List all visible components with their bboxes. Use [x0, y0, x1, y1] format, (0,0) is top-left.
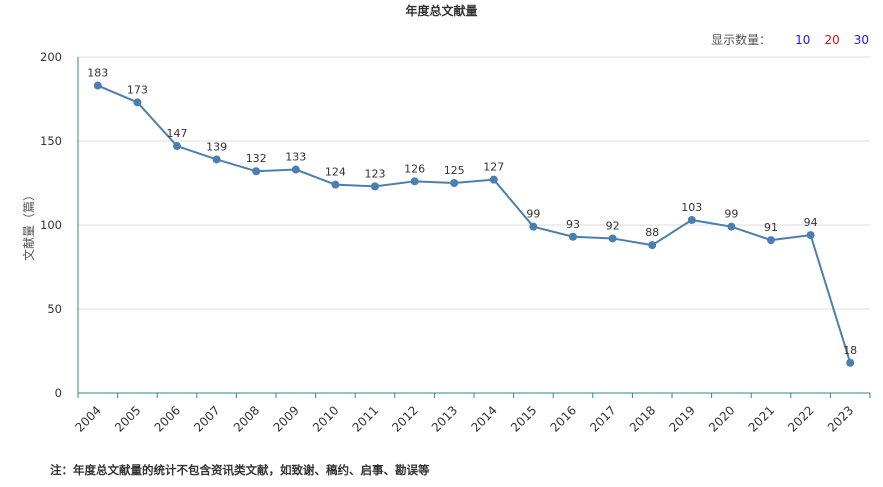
data-point	[687, 215, 696, 224]
data-point	[291, 165, 300, 174]
x-tick-label: 2021	[746, 403, 777, 434]
data-point	[331, 180, 340, 189]
data-label: 88	[645, 226, 659, 239]
data-label: 125	[444, 164, 465, 177]
y-tick-label: 50	[47, 302, 62, 316]
data-label: 173	[127, 83, 148, 96]
chart-title: 年度总文献量	[405, 4, 478, 18]
display-count-selector: 显示数量： 10 20 30	[711, 31, 869, 48]
x-tick-label: 2005	[112, 403, 143, 434]
x-tick-label: 2013	[429, 403, 460, 434]
data-point	[846, 358, 855, 367]
data-label: 94	[804, 216, 818, 229]
data-label: 91	[764, 221, 778, 234]
x-tick-label: 2017	[587, 403, 618, 434]
data-label: 93	[566, 218, 580, 231]
y-tick-label: 0	[55, 386, 62, 400]
data-point	[529, 222, 538, 231]
data-label: 147	[167, 127, 188, 140]
data-point	[371, 182, 379, 191]
y-tick-label: 200	[40, 50, 62, 64]
data-label: 132	[246, 152, 267, 165]
data-point	[489, 175, 498, 184]
x-tick-label: 2022	[785, 403, 816, 434]
x-tick-label: 2004	[72, 403, 103, 434]
data-label: 99	[724, 208, 738, 221]
x-tick-label: 2019	[666, 403, 697, 434]
x-tick-label: 2012	[389, 403, 420, 434]
footnote: 注：年度总文献量的统计不包含资讯类文献，如致谢、稿约、启事、勘误等	[50, 463, 430, 477]
data-point	[648, 241, 657, 250]
data-point	[450, 179, 459, 187]
x-tick-label: 2010	[310, 403, 341, 434]
x-tick-label: 2006	[152, 403, 183, 434]
x-tick-label: 2016	[548, 403, 579, 434]
data-label: 99	[526, 208, 540, 221]
data-point	[410, 177, 419, 186]
x-tick-label: 2023	[825, 403, 856, 434]
x-tick-label: 2011	[350, 403, 381, 434]
display-count-label: 显示数量：	[711, 33, 772, 47]
data-point	[173, 142, 181, 151]
data-point	[767, 236, 775, 245]
data-point	[212, 155, 221, 164]
x-tick-label: 2020	[706, 403, 737, 434]
x-tick-label: 2008	[231, 403, 262, 434]
x-tick-label: 2007	[191, 403, 222, 434]
x-tick-label: 2018	[627, 403, 658, 434]
x-tick-label: 2009	[270, 403, 301, 434]
data-label: 92	[606, 219, 620, 232]
x-tick-label: 2014	[468, 403, 499, 434]
data-label: 133	[285, 151, 306, 164]
data-point	[569, 232, 577, 241]
data-label: 139	[206, 140, 227, 153]
display-count-option-10[interactable]: 10	[795, 32, 811, 47]
x-tick-label: 2015	[508, 403, 539, 434]
data-point	[252, 167, 261, 176]
y-tick-label: 150	[40, 134, 62, 148]
data-point	[93, 81, 102, 90]
data-point	[806, 231, 815, 240]
series-line	[97, 84, 852, 364]
data-point	[133, 98, 142, 107]
y-axis-title: 文献量（篇）	[21, 189, 36, 261]
data-label: 127	[483, 161, 504, 174]
data-label: 124	[325, 166, 346, 179]
data-point	[608, 234, 617, 243]
display-count-option-20[interactable]: 20	[824, 32, 840, 47]
data-label: 103	[681, 201, 702, 214]
data-label: 126	[404, 162, 425, 175]
data-label: 183	[87, 67, 108, 80]
data-point	[727, 222, 736, 231]
data-label: 18	[843, 344, 857, 357]
y-tick-label: 100	[40, 218, 62, 232]
display-count-option-30[interactable]: 30	[853, 32, 869, 47]
data-label: 123	[365, 167, 386, 180]
